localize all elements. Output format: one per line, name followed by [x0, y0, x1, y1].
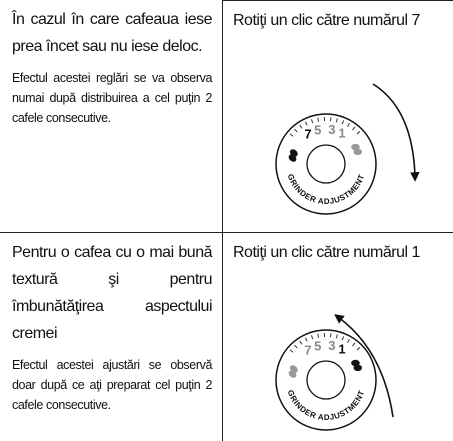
- dial-tick: [294, 344, 298, 349]
- instruction: Pentru o cafea cu o mai bună textură şi …: [12, 244, 213, 342]
- cell: Pentru o cafea cu o mai bună textură şi …: [0, 233, 223, 441]
- dial-tick: [311, 335, 314, 340]
- note: Efectul acestei ajustări se observă doar…: [12, 358, 212, 412]
- dial-tick: [347, 339, 350, 344]
- dial-tick: [352, 126, 356, 131]
- dial-tick: [299, 340, 303, 345]
- cell: Rotiţi un clic către numărul 1 7 5 3 1 GRIND…: [223, 233, 453, 441]
- note: Efectul acestei reglări se va observa nu…: [12, 71, 212, 125]
- dial-tick: [356, 346, 361, 351]
- dial-tick: [356, 130, 361, 135]
- dial-inner: [306, 144, 346, 184]
- cell: În cazul în care cafeaua iese prea încet…: [0, 0, 223, 233]
- dial-inner: [306, 360, 346, 400]
- dial-tick: [335, 334, 338, 339]
- dial-tick: [317, 333, 320, 338]
- dial-number: 5: [314, 122, 321, 137]
- cell: Rotiţi un clic către numărul 7 7 5 3 1 GRIND…: [223, 0, 453, 233]
- dial-number: 3: [328, 122, 335, 137]
- bean: [289, 365, 298, 373]
- dial-tick: [294, 128, 298, 133]
- dial-tick: [347, 123, 350, 128]
- bean: [353, 148, 363, 156]
- dial-tick: [289, 133, 294, 137]
- dial-tick: [317, 117, 320, 122]
- bean: [353, 364, 363, 372]
- dial-number: 7: [304, 343, 311, 358]
- arrow: [372, 83, 420, 182]
- dial-tick: [304, 337, 308, 342]
- dial-tick: [299, 124, 303, 129]
- dial-number: 3: [328, 338, 335, 353]
- dial-number: 1: [338, 125, 345, 140]
- action: Rotiţi un clic către numărul 7: [233, 12, 420, 29]
- dial-tick: [352, 342, 356, 347]
- arrow: [334, 314, 394, 418]
- bean: [289, 149, 298, 157]
- dial-tick: [304, 121, 308, 126]
- dial-tick: [341, 120, 345, 125]
- dial-tick: [335, 118, 338, 123]
- bean: [351, 143, 360, 151]
- bean: [351, 359, 360, 367]
- dial-tick: [311, 119, 314, 124]
- instruction: În cazul în care cafeaua iese prea încet…: [12, 11, 213, 55]
- dial-number: 1: [338, 341, 345, 356]
- dial-number: 5: [314, 338, 321, 353]
- dial-tick: [289, 349, 294, 353]
- action: Rotiţi un clic către numărul 1: [233, 244, 420, 261]
- dial-tick: [341, 336, 345, 341]
- dial-number: 7: [304, 127, 311, 142]
